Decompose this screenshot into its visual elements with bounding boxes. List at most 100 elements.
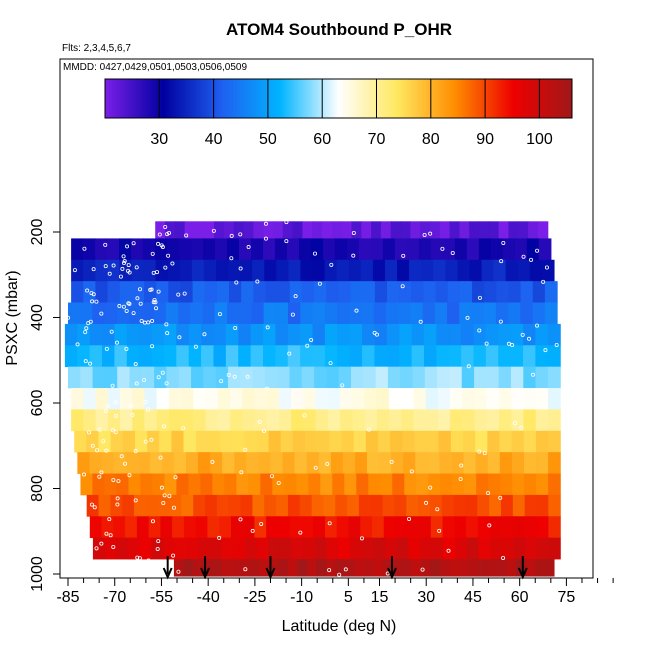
heatmap-cell: [335, 494, 348, 517]
heatmap-cell: [524, 473, 537, 496]
sample-point: [157, 232, 162, 237]
heatmap-cell: [472, 281, 485, 303]
heatmap-cell: [80, 473, 94, 496]
heatmap-cell: [454, 516, 467, 539]
heatmap-cell: [349, 323, 363, 346]
colorbar-tick-label: 80: [422, 131, 440, 148]
sample-point: [420, 567, 425, 572]
heatmap-cell: [384, 537, 398, 560]
heatmap-cell: [423, 281, 437, 303]
heatmap-cell: [457, 259, 471, 282]
heatmap-cell: [259, 559, 270, 577]
heatmap-cell: [149, 452, 163, 474]
sample-point: [484, 341, 489, 346]
heatmap-cell: [463, 452, 477, 474]
sample-point: [211, 228, 216, 233]
heatmap-cell: [157, 494, 171, 517]
heatmap-cell: [511, 409, 525, 432]
sample-point: [104, 448, 109, 453]
sample-point: [329, 262, 334, 267]
heatmap-cell: [172, 516, 185, 539]
colorbar-tick-label: 30: [150, 131, 168, 148]
heatmap-cell: [364, 409, 378, 432]
sample-point: [111, 222, 116, 227]
heatmap-cell: [192, 559, 204, 577]
heatmap-cell: [238, 345, 252, 368]
x-tick-label: 5: [344, 589, 353, 606]
heatmap-cell: [408, 537, 421, 560]
heatmap-cell: [535, 388, 549, 410]
heatmap-cell: [282, 452, 296, 474]
heatmap-cell: [312, 323, 326, 346]
sample-point: [293, 294, 298, 299]
heatmap-cell: [413, 409, 427, 432]
x-tick-label: -10: [290, 589, 313, 606]
heatmap-cell: [131, 238, 144, 261]
heatmap-cell: [156, 409, 170, 432]
heatmap-cell: [548, 473, 561, 496]
heatmap-cell: [390, 221, 402, 239]
heatmap-cell: [496, 281, 510, 303]
heatmap-cell: [214, 221, 225, 239]
sample-point: [255, 279, 260, 284]
heatmap-cell: [308, 473, 321, 496]
heatmap-cell: [341, 221, 353, 239]
heatmap-cell: [232, 430, 245, 453]
heatmap-cell: [315, 388, 329, 410]
sample-point: [229, 256, 234, 261]
sample-point: [133, 362, 138, 367]
heatmap-cell: [101, 452, 115, 474]
heatmap-cell: [137, 452, 151, 474]
sample-point: [122, 461, 127, 466]
sample-point: [366, 427, 371, 432]
heatmap-cell: [334, 238, 348, 261]
heatmap-cell: [143, 259, 157, 282]
heatmap-cell: [384, 259, 398, 282]
heatmap-cell: [205, 494, 218, 517]
heatmap-cell: [386, 281, 400, 303]
heatmap-cell: [547, 366, 561, 389]
sample-point: [171, 553, 176, 558]
heatmap-cell: [176, 345, 190, 368]
sample-point: [94, 546, 99, 551]
heatmap-cell: [382, 559, 394, 577]
heatmap-cell: [373, 537, 386, 560]
heatmap-cell: [410, 302, 424, 325]
sample-point: [110, 428, 115, 433]
heatmap-cell: [165, 302, 179, 325]
heatmap-cell: [327, 388, 341, 410]
sample-point: [160, 244, 165, 249]
sample-point: [150, 251, 155, 256]
sample-point: [152, 297, 157, 302]
heatmap-cell: [477, 559, 489, 577]
heatmap-cell: [144, 388, 158, 410]
sample-point: [351, 230, 356, 235]
sample-point: [89, 291, 94, 296]
heatmap-cell: [487, 452, 501, 474]
heatmap-cell: [488, 473, 501, 496]
heatmap-cell: [517, 259, 531, 282]
heatmap-cell: [252, 494, 265, 517]
heatmap-cell: [98, 494, 111, 517]
sample-point: [84, 567, 89, 572]
sample-point: [328, 361, 333, 366]
heatmap-cell: [338, 537, 351, 560]
heatmap-cell: [289, 516, 303, 539]
heatmap-cell: [291, 537, 304, 560]
heatmap-cell: [68, 302, 81, 325]
heatmap-cell: [230, 559, 242, 577]
heatmap-cell: [450, 409, 463, 432]
heatmap-cell: [201, 323, 215, 346]
heatmap-cell: [205, 409, 219, 432]
heatmap-cell: [526, 238, 540, 261]
heatmap-cell: [471, 302, 485, 325]
heatmap-cell: [95, 388, 109, 410]
sample-point: [127, 473, 132, 478]
heatmap-cell: [95, 281, 109, 303]
heatmap-cell: [260, 473, 273, 496]
sample-point: [153, 300, 158, 305]
heatmap-cell: [215, 366, 229, 389]
heatmap-cell: [280, 430, 294, 453]
heatmap-cell: [230, 516, 244, 539]
heatmap-cell: [524, 494, 538, 517]
